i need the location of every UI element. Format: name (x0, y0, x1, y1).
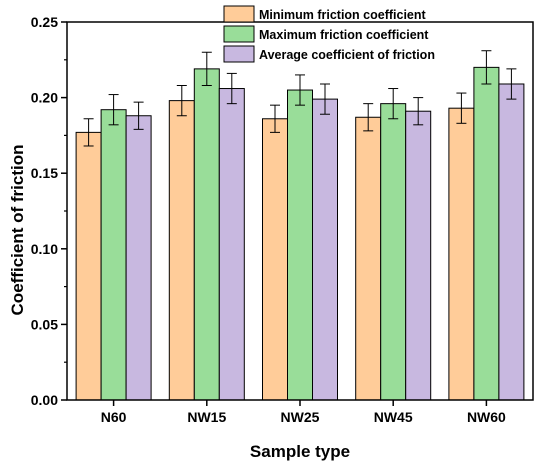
x-tick-label-nw15: NW15 (187, 409, 226, 425)
legend-swatch-1 (223, 5, 255, 23)
legend-label-2: Maximum friction coefficient (259, 28, 429, 42)
bar-nw15-series-1 (168, 100, 195, 401)
y-tick-label: 0.05 (31, 316, 58, 332)
legend: Minimum friction coefficient Maximum fric… (223, 5, 435, 63)
y-axis-title: Coefficient of friction (8, 145, 27, 316)
bar-n60-series-2 (100, 109, 127, 401)
x-tick-label-nw25: NW25 (281, 409, 320, 425)
legend-swatch-2 (223, 25, 255, 43)
bar-n60-series-3 (125, 115, 152, 401)
x-tick-label-n60: N60 (101, 409, 127, 425)
bar-nw25-series-3 (312, 98, 338, 401)
bar-nw15-series-3 (218, 88, 245, 401)
bar-nw15-series-2 (193, 68, 220, 401)
x-tick-label-nw60: NW60 (467, 409, 506, 425)
axes-layer: 0.00 0.05 0.10 0.15 0.20 0.25 N60 NW15 NW25 NW45 N… (31, 14, 534, 425)
y-tick-label: 0.10 (31, 241, 58, 257)
bar-n60-series-1 (75, 131, 102, 401)
bar-nw60-series-3 (498, 83, 525, 401)
bar-nw60-series-2 (473, 66, 500, 401)
legend-label-3: Average coefficient of friction (259, 48, 435, 62)
legend-label-1: Minimum friction coefficient (259, 8, 427, 22)
bar-nw45-series-3 (405, 110, 432, 401)
bar-nw45-series-2 (380, 103, 407, 401)
y-tick-label: 0.15 (31, 165, 58, 181)
x-axis-title: Sample type (250, 442, 350, 461)
bar-nw45-series-1 (355, 116, 382, 401)
y-tick-label: 0.20 (31, 90, 58, 106)
y-tick-label: 0.00 (31, 392, 58, 408)
legend-swatch-3 (223, 45, 255, 63)
x-tick-label-nw45: NW45 (374, 409, 413, 425)
bars-layer (75, 66, 525, 401)
error-bars-layer (83, 50, 517, 147)
bar-nw25-series-2 (287, 89, 313, 401)
y-tick-label: 0.25 (31, 14, 58, 30)
bar-nw25-series-1 (262, 118, 288, 401)
bar-nw60-series-1 (448, 107, 475, 401)
